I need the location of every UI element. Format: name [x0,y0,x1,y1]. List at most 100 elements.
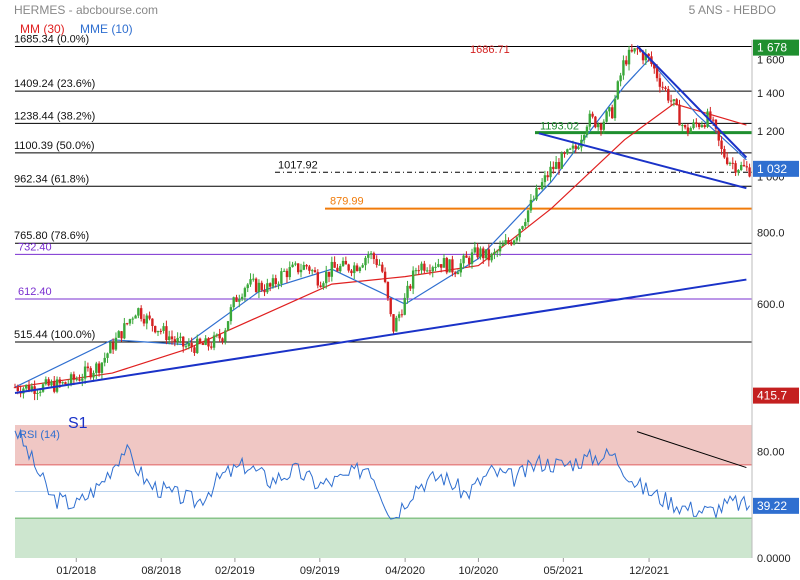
candle-body [184,346,188,348]
candle-body [240,296,244,300]
fib-label: 1685.34 (0.0%) [14,34,89,46]
candle-body [504,240,507,245]
x-tick-label: 05/2021 [543,565,583,577]
rsi-trendline [636,431,747,469]
candle-body [591,113,594,117]
candle-body [327,271,331,277]
candle-body [156,330,160,333]
candle-body [611,107,614,119]
candle-body [526,210,530,223]
rsi-tag-label: 39.22 [757,499,787,513]
candle-body [207,338,210,347]
candle-body [246,284,249,289]
candle-body [277,283,280,285]
candle-body [468,257,471,264]
candle-body [103,357,106,363]
candle-body [689,128,692,133]
candle-body [302,264,305,270]
candle-body [336,267,339,272]
candle-body [608,107,611,112]
candle-body [577,147,580,149]
candle-body [543,175,547,183]
candle-body [285,270,289,278]
candle-body [585,126,589,136]
candle-body [695,122,698,124]
candle-body [448,259,451,273]
candle-body [423,263,426,271]
candle-body [588,113,591,127]
candle-body [456,272,460,275]
candle-body [442,258,446,268]
candle-body [347,264,350,271]
candle-body [291,264,294,268]
candle-body [226,321,230,331]
candle-body [83,366,87,379]
candle-body [305,264,308,267]
mm-30-line [14,103,747,388]
candle-body [482,248,485,259]
candle-body [375,259,378,265]
candle-body [389,298,392,315]
candle-body [232,297,235,308]
period-label[interactable]: 5 ANS - HEBDO [688,3,776,17]
candle-body [296,263,300,273]
candle-body [453,272,457,275]
candle-body [630,49,634,52]
candle-body [400,314,404,316]
candle-body [75,379,78,381]
candle-body [221,338,224,342]
candle-body [532,199,535,201]
candle-body [686,127,690,133]
candle-body [106,353,109,358]
candle-body [451,259,454,273]
candle-body [434,266,437,268]
candle-body [540,182,544,190]
candle-body [47,379,50,386]
candle-body [111,342,115,350]
candle-body [299,269,303,273]
candle-body [479,248,482,258]
candle-body [678,104,681,126]
x-tick-label: 10/2020 [459,565,499,577]
candle-body [599,123,603,130]
candle-body [411,270,415,289]
price-tag-label: 415.7 [757,389,787,403]
candle-body [27,384,31,392]
candle-body [224,330,227,342]
mm-legend: MM (30) [20,22,65,36]
candle-body [201,342,205,345]
candle-body [249,279,252,285]
candle-body [25,384,28,389]
candle-body [64,382,67,385]
candle-body [263,289,266,293]
candle-body [414,270,418,272]
candle-body [162,326,165,331]
candle-body [717,128,720,141]
candle-body [711,119,715,121]
rsi-overbought-zone [15,425,752,465]
channel-lower-trendline [538,132,747,190]
candle-body [437,264,440,267]
rsi-title: RSI (14) [19,429,60,441]
candle-body [728,162,732,164]
candle-body [58,379,62,384]
candle-body [383,271,387,282]
candle-body [95,363,98,373]
candle-body [333,261,336,268]
chart-title: HERMES - abcbourse.com [14,3,159,17]
candle-body [187,343,191,347]
candle-body [50,381,53,386]
channel-upper-trendline [636,45,748,159]
candle-body [431,267,434,272]
candle-body [280,271,283,284]
candle-body [473,247,477,253]
candle-body [613,98,617,119]
candle-body [465,255,468,258]
candle-body [238,299,241,302]
candle-body [546,175,549,178]
candle-body [725,157,729,164]
candle-body [566,149,569,154]
candle-body [521,226,524,230]
candle-body [100,362,104,373]
candle-body [86,366,90,369]
